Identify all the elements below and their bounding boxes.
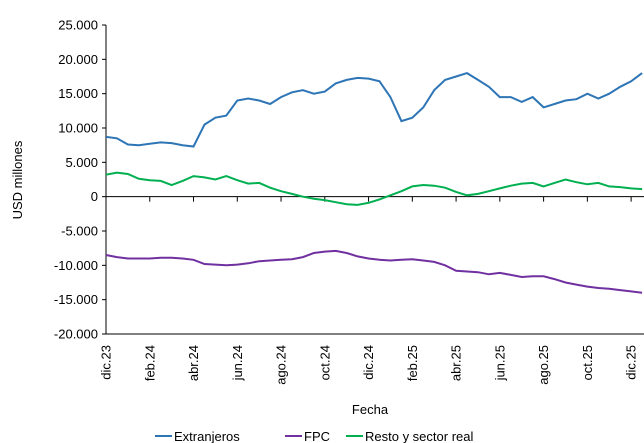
y-tick-label: 20.000 (58, 52, 98, 67)
x-tick-label: dic.25 (624, 345, 639, 380)
y-tick-label: 15.000 (58, 86, 98, 101)
x-tick-label: abr.24 (186, 345, 201, 381)
x-axis-label: Fecha (352, 402, 389, 417)
x-tick-label: ago.24 (274, 345, 289, 385)
y-tick-label: -5.000 (61, 224, 98, 239)
series-line (105, 72, 643, 148)
y-tick-label: 0 (91, 189, 98, 204)
y-tick-label: 5.000 (65, 155, 98, 170)
series-line (105, 171, 643, 206)
legend-label: Resto y sector real (365, 429, 473, 443)
y-tick-label: -10.000 (54, 258, 98, 273)
y-tick-label: 25.000 (58, 18, 98, 33)
x-tick-label: jun.25 (492, 345, 507, 381)
legend-label: Extranjeros (174, 429, 240, 443)
y-axis-label: USD millones (10, 140, 25, 219)
y-tick-label: 10.000 (58, 121, 98, 136)
y-tick-label: -20.000 (54, 327, 98, 342)
x-tick-label: dic.24 (361, 345, 376, 380)
legend-label: FPC (304, 429, 330, 443)
x-tick-label: ago.25 (536, 345, 551, 385)
x-tick-label: oct.24 (317, 345, 332, 380)
x-tick-label: feb.25 (405, 345, 420, 381)
series-line (105, 249, 643, 294)
y-tick-label: -15.000 (54, 292, 98, 307)
x-tick-label: abr.25 (449, 345, 464, 381)
x-tick-label: oct.25 (580, 345, 595, 380)
x-tick-label: dic.23 (99, 345, 114, 380)
x-tick-label: feb.24 (142, 345, 157, 381)
x-tick-label: jun.24 (230, 345, 245, 381)
